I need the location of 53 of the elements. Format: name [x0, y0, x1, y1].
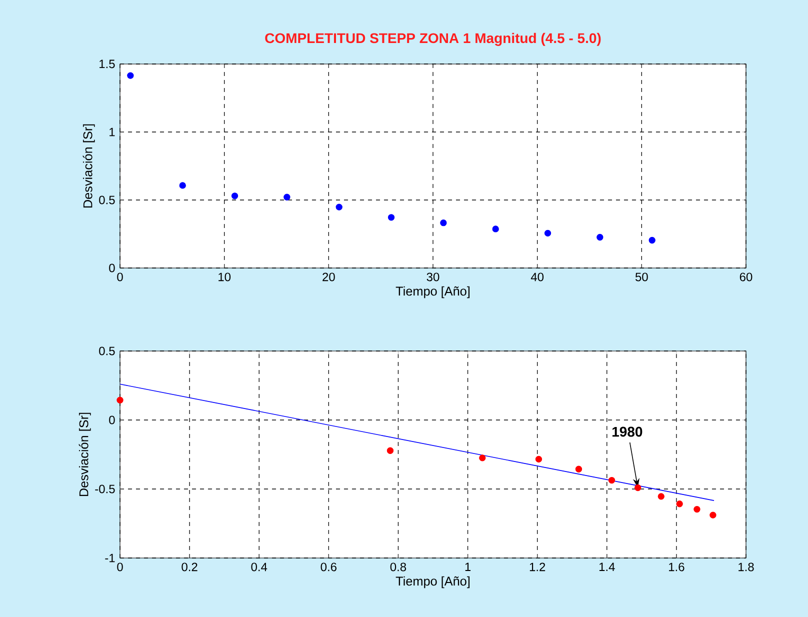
y-axis-title: Desviación [Sr]	[82, 124, 95, 208]
point	[116, 396, 124, 404]
x-tick-label: 0	[117, 562, 123, 572]
x-tick-label: 0.6	[320, 562, 336, 572]
point	[648, 236, 656, 244]
point	[492, 226, 499, 232]
x-tick-label: 20	[322, 272, 335, 282]
y-tick-label: 0.5	[99, 196, 115, 204]
point	[575, 466, 582, 472]
point	[710, 512, 716, 518]
x-tick-label: 50	[635, 272, 648, 282]
chart-title: COMPLETITUD STEPP ZONA 1 Magnitud (4.5 - 5.0)	[265, 32, 601, 46]
point	[284, 194, 290, 200]
point	[658, 493, 664, 500]
x-tick-label: 40	[530, 272, 544, 282]
x-axis-title: Tiempo [Año]	[396, 286, 470, 298]
x-tick-label: 60	[740, 272, 752, 282]
x-tick-label: 1.8	[738, 562, 754, 572]
x-tick-label: 1	[465, 562, 471, 571]
x-tick-label: 0.2	[182, 562, 198, 572]
point	[336, 204, 342, 210]
point	[231, 192, 238, 200]
x-tick-label: 0	[117, 272, 123, 282]
y-axis-title: Desviación [Sr]	[78, 412, 91, 496]
x-tick-label: 0.8	[390, 562, 406, 572]
point	[608, 476, 616, 484]
x-axis-title: Tiempo [Año]	[396, 576, 470, 588]
x-tick-label: 0.4	[251, 562, 268, 572]
y-tick-label: -0.5	[95, 484, 115, 494]
point	[127, 72, 134, 79]
point	[535, 456, 542, 463]
x-tick-label: 1.4	[599, 562, 615, 571]
point	[634, 484, 642, 492]
x-tick-label: 30	[426, 272, 440, 282]
y-tick-label: 0	[109, 264, 115, 272]
point	[388, 214, 395, 221]
y-tick-label: 1.5	[100, 60, 115, 68]
point	[179, 182, 186, 189]
point	[596, 234, 604, 241]
x-tick-label: 10	[218, 272, 231, 282]
point	[386, 447, 394, 454]
y-tick-label: 0	[109, 416, 115, 424]
point	[694, 506, 700, 513]
point	[440, 220, 447, 226]
point	[479, 454, 486, 462]
point	[676, 500, 683, 508]
annotation: 1980	[612, 426, 642, 437]
y-tick-label: -1	[105, 554, 115, 562]
x-tick-label: 1.2	[530, 562, 546, 572]
x-tick-label: 1.6	[669, 562, 684, 572]
y-tick-label: 1	[110, 128, 115, 136]
y-tick-label: 0.5	[99, 346, 115, 356]
point	[544, 230, 552, 237]
